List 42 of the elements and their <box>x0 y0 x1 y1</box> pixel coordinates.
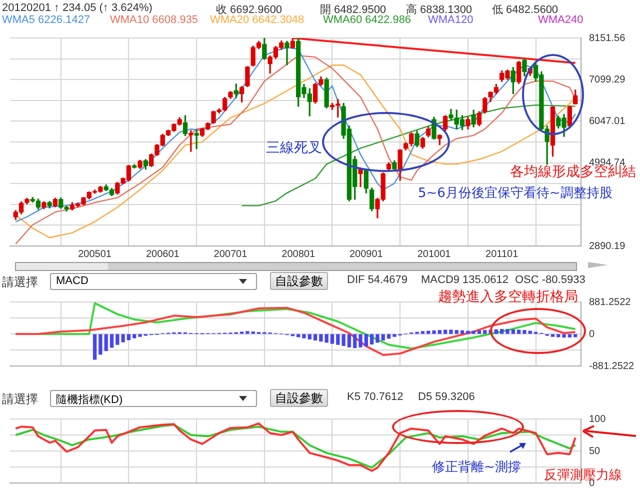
text: 自設參數 <box>270 389 328 407</box>
x-tick-label: 200601 <box>146 248 180 260</box>
y-tick-label: -881.2522 <box>589 360 634 372</box>
text: 自設參數 <box>270 272 328 290</box>
x-tick-label: 200501 <box>78 248 112 260</box>
y-tick-label: 2890.19 <box>589 240 626 252</box>
x-tick-label: 200901 <box>349 248 384 260</box>
text: WMA10 6608.935 <box>110 14 198 26</box>
y-tick-label: 881.2522 <box>589 296 632 308</box>
text: MACD9 135.0612 <box>421 274 508 286</box>
annotation: 修正背離~測撐 <box>432 459 521 476</box>
annotation: 趨勢進入多空轉折格局 <box>438 288 578 306</box>
text: WMA240 <box>538 14 584 26</box>
y-tick-label: 0 <box>589 328 595 340</box>
text: WMA20 6642.3048 <box>210 14 304 26</box>
text: 請選擇 <box>2 274 38 291</box>
text: 低 6482.5600 <box>492 3 558 16</box>
x-tick-label: 200701 <box>214 248 248 260</box>
text: OSC -80.5933 <box>515 274 586 286</box>
text: WMA60 6422.986 <box>323 14 412 26</box>
text: WMA5 6226.1427 <box>2 14 90 26</box>
text: 高 6838.1300 <box>406 2 472 16</box>
text: DIF 54.4679 <box>347 274 408 286</box>
x-tick-label: 200801 <box>282 248 316 260</box>
x-tick-label: 201001 <box>417 248 452 260</box>
text: 開 6482.9500 <box>320 3 386 16</box>
text: 隨機指標(KD) <box>56 393 123 407</box>
y-tick-label: 7099.29 <box>589 74 626 86</box>
y-tick-label: 50 <box>589 446 601 457</box>
annotation: 三線死叉 <box>266 139 322 157</box>
text: 請選擇 <box>2 391 38 408</box>
y-tick-label: 6047.01 <box>589 116 626 127</box>
y-tick-label: 100 <box>589 414 606 425</box>
text: WMA120 <box>428 14 474 26</box>
x-tick-label: 201101 <box>486 248 519 260</box>
y-tick-label: 8151.56 <box>589 32 626 44</box>
text: K5 70.7612 <box>347 391 404 403</box>
text: D5 59.3206 <box>418 391 475 403</box>
chart-title: 20120201 ↑ 234.05 (↑ 3.624%) <box>2 2 152 14</box>
text: 收 6692.9600 <box>216 3 282 16</box>
annotation: 5~6月份後宜保守看待~調整持股 <box>418 185 612 202</box>
text: MACD <box>56 275 88 287</box>
